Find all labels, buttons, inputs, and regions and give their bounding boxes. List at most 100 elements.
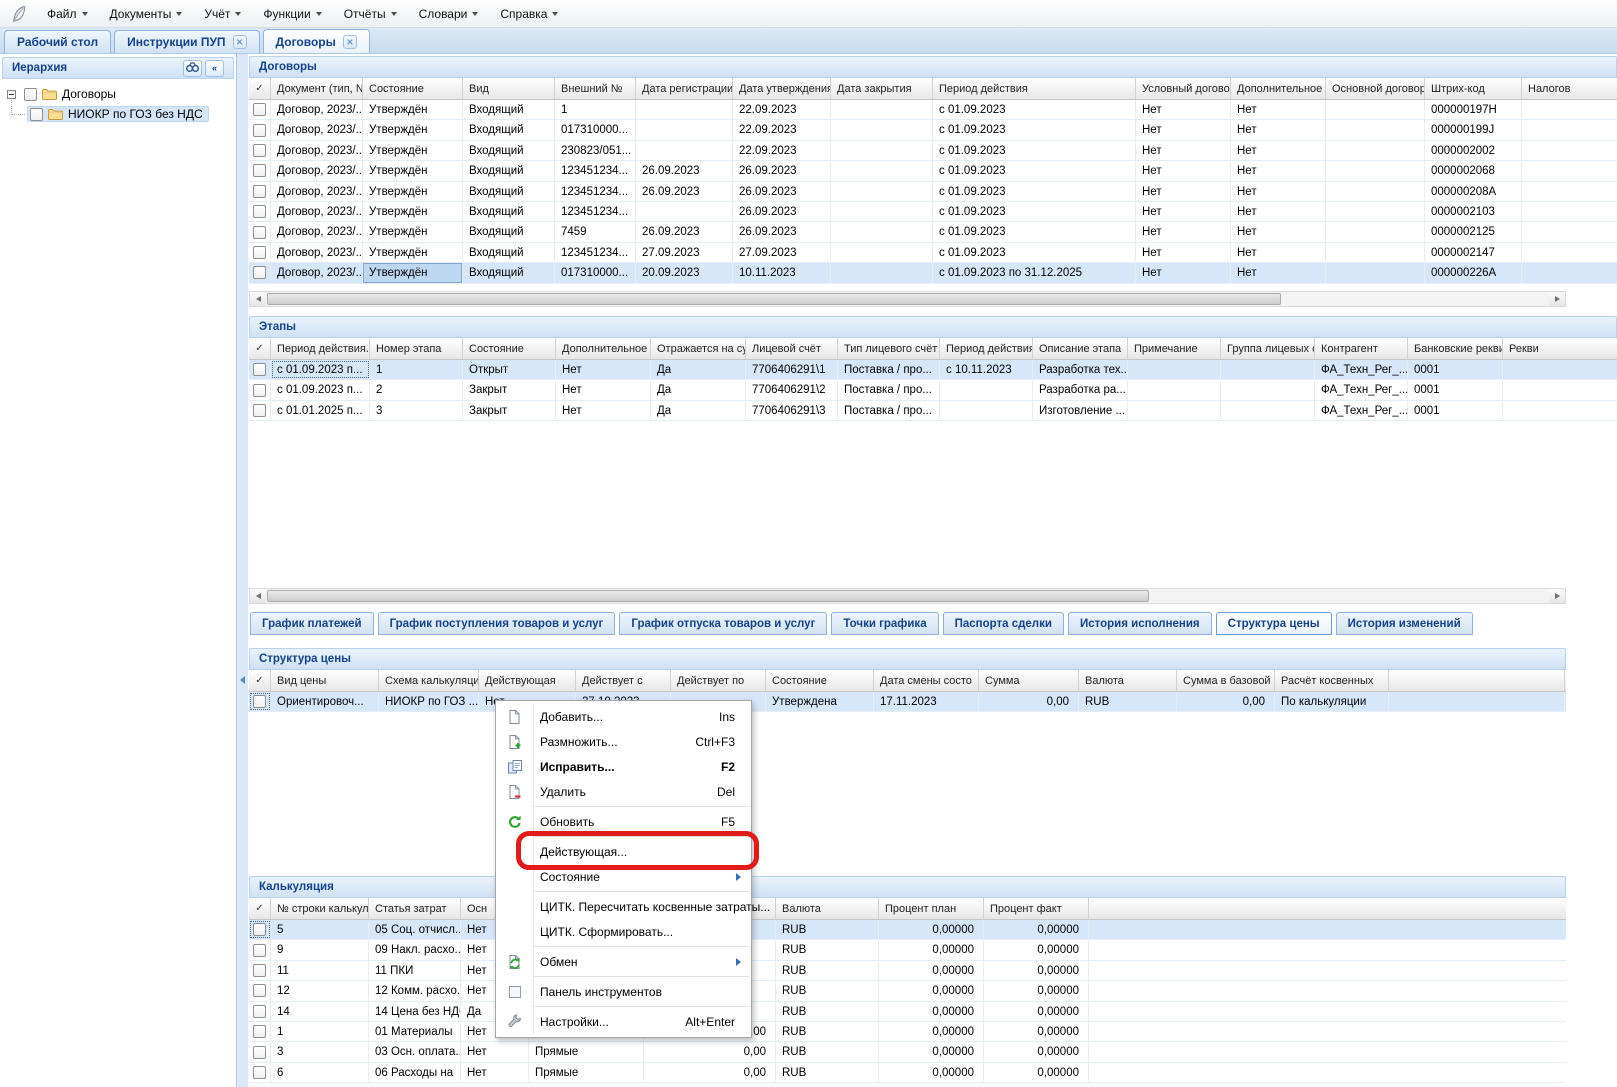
table-cell[interactable]: 7459 [555, 222, 636, 242]
table-cell[interactable]: 0,00000 [984, 1021, 1089, 1042]
menubar-item-2[interactable]: Документы [99, 3, 194, 25]
dogovory-row-5[interactable]: Договор, 2023/... Утверждён Входящий 123451… [249, 181, 1617, 202]
table-cell[interactable]: ФА_Техн_Рег_... [1315, 360, 1408, 380]
table-cell[interactable]: 0,00000 [879, 960, 984, 981]
table-cell[interactable]: 26.09.2023 [733, 201, 831, 222]
table-cell[interactable] [1326, 140, 1425, 161]
table-cell[interactable]: 000000197H [1425, 100, 1522, 120]
table-cell[interactable] [1522, 141, 1617, 160]
table-cell[interactable] [831, 242, 933, 263]
column-header-4[interactable]: Действует с [576, 670, 671, 691]
table-cell[interactable] [644, 981, 776, 1001]
table-cell[interactable]: 2 [370, 380, 463, 400]
table-cell[interactable]: 0000002002 [1425, 140, 1522, 161]
table-cell[interactable]: 27.09.2023 [636, 242, 733, 263]
kalkulyaciya-row-8[interactable]: 6 06 Расходы на Нет Прямые 0,00 RUB 0,00000 0,0… [249, 1062, 1566, 1084]
row-checkbox[interactable] [253, 963, 266, 977]
table-cell[interactable]: 017310000... [555, 263, 636, 283]
column-header-1[interactable]: № строки калькул [271, 898, 369, 919]
table-cell[interactable]: Договор, 2023/... [271, 120, 363, 140]
table-cell[interactable]: 123451234... [555, 242, 636, 263]
table-cell[interactable] [1326, 201, 1425, 222]
table-cell[interactable]: 3 [370, 400, 463, 421]
select-all-header[interactable]: ✓ [249, 338, 271, 359]
table-cell[interactable]: с 01.09.2023 [933, 140, 1136, 161]
kalkulyaciya-row-7[interactable]: 3 03 Осн. оплата... Нет Прямые 0,00 RUB 0,0000… [249, 1042, 1566, 1063]
table-cell[interactable]: 0,00 [644, 1062, 776, 1083]
select-all-header[interactable]: ✓ [249, 670, 271, 691]
table-cell[interactable] [831, 222, 933, 242]
table-cell[interactable]: 0,00000 [879, 1042, 984, 1062]
vertical-splitter[interactable] [237, 54, 248, 1087]
context-menu-item-9[interactable]: ЦИТК. Сформировать... [496, 919, 751, 944]
table-cell[interactable]: Утверждён [363, 181, 463, 201]
scrollbar-thumb[interactable] [267, 590, 1149, 602]
column-header-7[interactable]: Процент план [879, 898, 984, 919]
detail-tab-2[interactable]: График поступления товаров и услуг [377, 612, 616, 635]
table-cell[interactable]: Нет [1136, 222, 1231, 242]
table-cell[interactable]: 11 [271, 960, 369, 981]
dogovory-row-2[interactable]: Договор, 2023/... Утверждён Входящий 017310… [249, 120, 1617, 141]
table-cell[interactable]: 0001 [1408, 400, 1503, 421]
table-cell[interactable] [636, 100, 733, 120]
table-cell[interactable]: Договор, 2023/... [271, 263, 363, 283]
row-checkbox[interactable] [253, 1004, 266, 1018]
table-cell[interactable]: RUB [1079, 692, 1177, 712]
table-cell[interactable]: с 01.09.2023 п... [271, 380, 370, 400]
table-cell[interactable]: Нет [1136, 181, 1231, 201]
context-menu-item-7[interactable]: Состояние [496, 864, 751, 889]
table-cell[interactable] [1503, 401, 1617, 420]
context-menu-item-10[interactable]: Обмен [496, 949, 751, 974]
column-header-7[interactable]: Дата смены состо [874, 670, 979, 691]
table-cell[interactable] [1326, 100, 1425, 120]
row-checkbox[interactable] [253, 184, 266, 198]
table-cell[interactable]: Нет [1231, 120, 1326, 140]
table-cell[interactable]: RUB [776, 1001, 879, 1021]
table-cell[interactable] [831, 100, 933, 120]
table-cell[interactable]: 26.09.2023 [733, 181, 831, 201]
column-header-2[interactable]: Схема калькуляци [379, 670, 479, 691]
table-cell[interactable]: с 01.09.2023 [933, 100, 1136, 120]
table-cell[interactable]: 0000002103 [1425, 201, 1522, 222]
table-cell[interactable]: 5 [271, 920, 369, 940]
column-header-11[interactable]: Расчёт косвенных [1275, 670, 1389, 691]
table-cell[interactable] [1522, 100, 1617, 119]
scrollbar-thumb[interactable] [267, 293, 1281, 305]
column-header-6[interactable]: Валюта [776, 898, 879, 919]
table-cell[interactable]: 0,00000 [984, 960, 1089, 981]
table-cell[interactable]: 0000002125 [1425, 222, 1522, 242]
table-cell[interactable]: Нет [1136, 263, 1231, 283]
table-cell[interactable]: 0,00000 [879, 940, 984, 960]
table-cell[interactable]: Нет [1136, 140, 1231, 161]
table-cell[interactable]: с 10.11.2023 [940, 360, 1033, 380]
table-cell[interactable]: RUB [776, 1021, 879, 1042]
column-header-13[interactable]: Банковские рекви [1408, 338, 1503, 359]
column-header-10[interactable]: Примечание [1128, 338, 1221, 359]
row-checkbox[interactable] [253, 943, 266, 957]
row-checkbox[interactable] [253, 164, 266, 178]
column-header-8[interactable]: Сумма [979, 670, 1079, 691]
column-header-5[interactable]: Отражается на су [651, 338, 746, 359]
table-cell[interactable]: Утверждён [363, 100, 463, 120]
menubar-item-3[interactable]: Учёт [193, 3, 252, 25]
table-cell[interactable]: Утверждён [363, 161, 463, 181]
context-menu-item-1[interactable]: Добавить... Ins [496, 704, 751, 729]
row-select-cell[interactable] [249, 100, 271, 120]
table-cell[interactable]: 0001 [1408, 380, 1503, 400]
table-cell[interactable]: Разработка тех... [1033, 360, 1128, 380]
table-cell[interactable] [644, 940, 776, 960]
table-cell[interactable]: Договор, 2023/... [271, 181, 363, 201]
table-cell[interactable]: 12 [271, 981, 369, 1001]
table-cell[interactable]: Прямые [529, 1042, 644, 1062]
table-cell[interactable]: По калькуляции [1275, 692, 1389, 712]
table-cell[interactable]: 22.09.2023 [733, 100, 831, 120]
table-cell[interactable]: 26.09.2023 [636, 181, 733, 201]
scroll-right-icon[interactable] [1549, 292, 1565, 306]
table-cell[interactable]: Нет [461, 1042, 529, 1062]
table-cell[interactable]: Входящий [463, 120, 555, 140]
main-tab-2[interactable]: Инструкции ПУП ✕ [114, 30, 260, 53]
table-cell[interactable] [1389, 692, 1565, 712]
table-cell[interactable]: 0001 [1408, 360, 1503, 380]
table-cell[interactable]: 0,00 [979, 692, 1079, 712]
table-cell[interactable]: с 01.09.2023 [933, 201, 1136, 222]
